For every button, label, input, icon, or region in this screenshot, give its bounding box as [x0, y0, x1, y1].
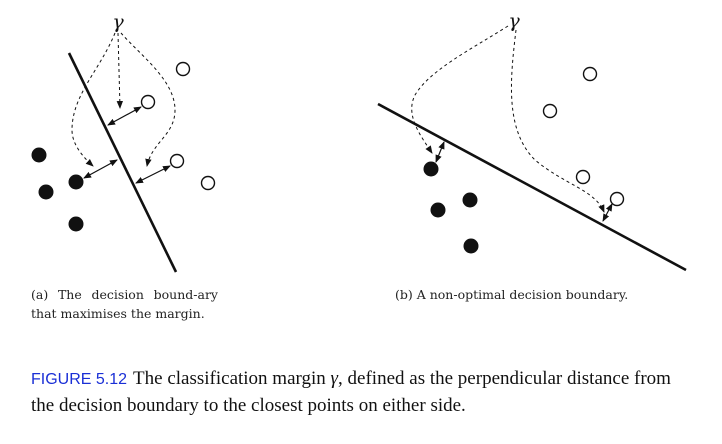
gamma-leader-b-2: [510, 29, 605, 213]
caption-text-start: The classification margin: [133, 368, 331, 389]
subcaption-b: (b) A non-optimal decision boundary.: [395, 287, 629, 302]
filled-point-a-3: [68, 174, 84, 190]
filled-point-a-1: [31, 147, 47, 163]
hollow-point-b-4: [609, 191, 625, 207]
gamma-leader-b-1: [411, 25, 509, 154]
hollow-point-b-2: [542, 103, 558, 119]
decision-boundary-b: [377, 102, 687, 272]
margin-arrow-a-1: [107, 106, 142, 126]
gamma-leader-a-3: [120, 32, 176, 167]
hollow-point-a-4: [200, 175, 216, 191]
filled-point-a-2: [38, 184, 54, 200]
filled-point-b-2: [430, 202, 446, 218]
margin-arrow-a-3: [135, 165, 171, 184]
subcaption-a: (a) The decision bound-ary that maximise…: [31, 287, 218, 321]
panel-a: γ: [31, 11, 216, 273]
hollow-point-b-3: [575, 169, 591, 185]
filled-point-b-4: [463, 238, 479, 254]
gamma-label-b: γ: [508, 10, 520, 32]
margin-arrow-a-2: [83, 159, 118, 179]
decision-boundary-a: [67, 52, 178, 273]
panel-b: γ: [377, 10, 687, 272]
hollow-point-a-2: [140, 94, 156, 110]
caption-gamma-symbol: γ: [330, 368, 339, 389]
gamma-leader-a-1: [71, 32, 116, 167]
figure-label: FIGURE 5.12: [31, 371, 128, 388]
figure-caption: FIGURE 5.12 The classification margin γ, …: [31, 366, 691, 419]
hollow-point-a-1: [175, 61, 191, 77]
hollow-point-a-3: [169, 153, 185, 169]
margin-arrow-b-2: [602, 203, 613, 222]
filled-point-b-1: [423, 161, 439, 177]
gamma-label-a: γ: [112, 11, 124, 33]
caption-text-end: , defined as the perpendicular distance …: [31, 368, 671, 416]
hollow-point-b-1: [582, 66, 598, 82]
filled-point-b-3: [462, 192, 478, 208]
margin-arrow-b-1: [435, 141, 445, 163]
filled-point-a-4: [68, 216, 84, 232]
gamma-leader-a-2: [116, 32, 124, 109]
